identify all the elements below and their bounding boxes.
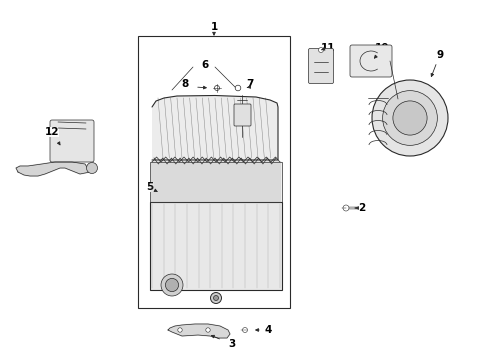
Text: 12: 12 [45, 127, 59, 137]
Text: 11: 11 [320, 43, 335, 53]
Circle shape [235, 85, 240, 91]
FancyBboxPatch shape [50, 120, 94, 162]
Text: 7: 7 [246, 79, 253, 89]
Polygon shape [16, 162, 90, 176]
Text: 5: 5 [146, 182, 153, 192]
Polygon shape [152, 95, 278, 160]
Bar [150, 202, 282, 290]
Circle shape [382, 91, 436, 145]
Circle shape [210, 292, 221, 303]
FancyBboxPatch shape [349, 45, 391, 77]
Circle shape [161, 274, 183, 296]
Text: 4: 4 [264, 325, 271, 335]
Circle shape [205, 328, 210, 332]
FancyBboxPatch shape [308, 49, 333, 84]
Circle shape [213, 296, 218, 301]
FancyBboxPatch shape [234, 104, 250, 126]
Text: 10: 10 [374, 43, 388, 53]
Circle shape [178, 328, 182, 332]
Text: 8: 8 [181, 79, 188, 89]
Text: 2: 2 [358, 203, 365, 213]
Circle shape [242, 328, 247, 333]
Circle shape [214, 85, 219, 90]
Text: 1: 1 [210, 22, 217, 32]
Bar [150, 162, 282, 202]
Text: 6: 6 [201, 60, 208, 70]
Bar [138, 36, 289, 308]
Text: 3: 3 [228, 339, 235, 349]
Circle shape [371, 80, 447, 156]
Circle shape [392, 101, 426, 135]
Circle shape [165, 278, 178, 292]
Circle shape [318, 48, 323, 53]
Circle shape [342, 205, 348, 211]
Circle shape [86, 162, 97, 174]
Text: 9: 9 [436, 50, 443, 60]
Polygon shape [168, 324, 229, 338]
